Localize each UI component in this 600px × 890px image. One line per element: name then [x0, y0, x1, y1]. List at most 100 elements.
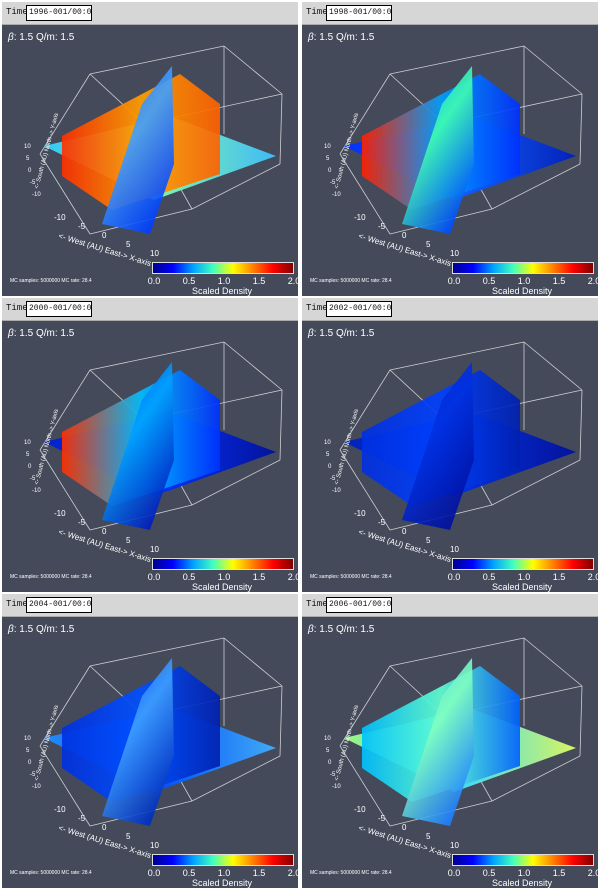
scene-3d[interactable]: <- West (AU) East-> X-axis<- South (AU) …	[2, 616, 298, 888]
mc-stats: MC samples: 5000000 MC rate: 28.4	[10, 870, 92, 876]
y-tick: 10	[24, 736, 31, 742]
scene-3d[interactable]: <- West (AU) East-> X-axis<- South (AU) …	[2, 24, 298, 296]
y-tick: -5	[30, 476, 36, 482]
colorbar-tick: 0.5	[482, 572, 496, 582]
scene-3d[interactable]: <- West (AU) East-> X-axis<- South (AU) …	[302, 320, 598, 592]
y-tick: 5	[26, 452, 30, 458]
scene-3d[interactable]: <- West (AU) East-> X-axis<- South (AU) …	[302, 24, 598, 296]
cube-edge	[523, 341, 583, 391]
params-text: β: 1.5 Q/m: 1.5	[8, 328, 75, 339]
beta-value: 1.5	[19, 624, 34, 635]
x-tick: 10	[450, 249, 459, 258]
cube-edge	[39, 153, 91, 235]
cube-edge	[579, 685, 583, 757]
x-tick: -10	[54, 509, 66, 518]
cube-edge	[339, 449, 391, 531]
cube-edge	[279, 685, 283, 757]
cube-edge	[191, 163, 281, 210]
x-tick: 0	[402, 527, 407, 536]
cube-edge	[579, 93, 583, 165]
colorbar	[152, 558, 294, 570]
cube-edge	[389, 341, 525, 371]
params-text: β: 1.5 Q/m: 1.5	[8, 624, 75, 635]
params-text: β: 1.5 Q/m: 1.5	[308, 328, 375, 339]
cube-edge	[39, 369, 91, 451]
colorbar-tick: 0.5	[482, 276, 496, 286]
x-tick: 5	[126, 832, 131, 841]
x-tick: -10	[54, 805, 66, 814]
panel: Time: 2004-001/00:00:00 β: 1.5 Q/m: 1.5 …	[2, 594, 298, 888]
colorbar-label: Scaled Density	[192, 878, 253, 888]
qm-label: Q/m:	[335, 32, 358, 43]
y-tick: 5	[326, 748, 330, 754]
cube-edge	[339, 153, 391, 235]
x-tick: 5	[126, 240, 131, 249]
colorbar-tick: 2.0	[587, 276, 598, 286]
y-tick: -10	[32, 488, 41, 494]
mc-stats: MC samples: 5000000 MC rate: 28.4	[310, 278, 392, 284]
time-label: Time:	[306, 599, 334, 609]
beta-symbol: β	[8, 624, 14, 635]
time-label: Time:	[306, 7, 334, 17]
mc-stats: MC samples: 5000000 MC rate: 28.4	[310, 870, 392, 876]
beta-value: 1.5	[319, 328, 334, 339]
x-tick: 10	[150, 841, 159, 850]
colorbar-tick: 1.0	[217, 572, 231, 582]
time-input[interactable]: 1998-001/00:00:00	[326, 5, 392, 21]
time-input[interactable]: 2002-001/00:00:00	[326, 301, 392, 317]
cube-edge	[523, 637, 583, 687]
y-tick: -10	[332, 488, 341, 494]
x-tick: 0	[402, 823, 407, 832]
time-input[interactable]: 1996-001/00:00:00	[26, 5, 92, 21]
time-input[interactable]: 2004-001/00:00:00	[26, 597, 92, 613]
colorbar	[152, 262, 294, 274]
x-tick: 5	[126, 536, 131, 545]
params-text: β: 1.5 Q/m: 1.5	[308, 624, 375, 635]
cube-edge	[279, 389, 283, 461]
colorbar-tick: 0.5	[182, 868, 196, 878]
x-tick: -5	[78, 518, 86, 527]
x-tick: 10	[150, 249, 159, 258]
time-label: Time:	[6, 303, 34, 313]
cube-edge	[491, 163, 581, 210]
mc-stats: MC samples: 5000000 MC rate: 28.4	[10, 574, 92, 580]
scene-3d[interactable]: <- West (AU) East-> X-axis<- South (AU) …	[302, 616, 598, 888]
scene-3d[interactable]: <- West (AU) East-> X-axis<- South (AU) …	[2, 320, 298, 592]
panel: Time: 1998-001/00:00:00 β: 1.5 Q/m: 1.5 …	[302, 2, 598, 296]
cube-edge	[39, 73, 91, 155]
time-bar: Time: 2002-001/00:00:00	[302, 298, 598, 321]
colorbar-tick: 2.0	[287, 868, 298, 878]
colorbar-tick: 2.0	[287, 572, 298, 582]
x-tick: -5	[378, 222, 386, 231]
qm-value: 1.5	[60, 624, 75, 635]
colorbar	[452, 262, 594, 274]
x-tick: -5	[378, 518, 386, 527]
colorbar-tick: 0.0	[447, 276, 461, 286]
y-tick: 0	[328, 168, 332, 174]
colorbar-tick: 1.5	[552, 276, 566, 286]
colorbar-ticks: 0.0 0.5 1.0 1.5 2.0	[148, 868, 298, 878]
time-bar: Time: 2006-001/00:00:00	[302, 594, 598, 617]
x-tick: -5	[78, 222, 86, 231]
qm-label: Q/m:	[35, 624, 58, 635]
y-tick: 10	[24, 144, 31, 150]
time-bar: Time: 1998-001/00:00:00	[302, 2, 598, 25]
x-tick: -5	[378, 814, 386, 823]
colorbar	[452, 558, 594, 570]
y-tick: -10	[32, 192, 41, 198]
colorbar-label: Scaled Density	[492, 286, 553, 296]
colorbar	[152, 854, 294, 866]
beta-value: 1.5	[19, 32, 34, 43]
time-input[interactable]: 2000-001/00:00:00	[26, 301, 92, 317]
colorbar-tick: 1.5	[552, 572, 566, 582]
colorbar-tick: 1.0	[217, 868, 231, 878]
time-input[interactable]: 2006-001/00:00:00	[326, 597, 392, 613]
mc-stats: MC samples: 5000000 MC rate: 28.4	[10, 278, 92, 284]
time-bar: Time: 1996-001/00:00:00	[2, 2, 298, 25]
panel: Time: 2000-001/00:00:00 β: 1.5 Q/m: 1.5 …	[2, 298, 298, 592]
cube-edge	[39, 449, 91, 531]
y-tick: -5	[30, 180, 36, 186]
colorbar-tick: 0.0	[147, 276, 161, 286]
beta-symbol: β	[308, 32, 314, 43]
time-bar: Time: 2000-001/00:00:00	[2, 298, 298, 321]
